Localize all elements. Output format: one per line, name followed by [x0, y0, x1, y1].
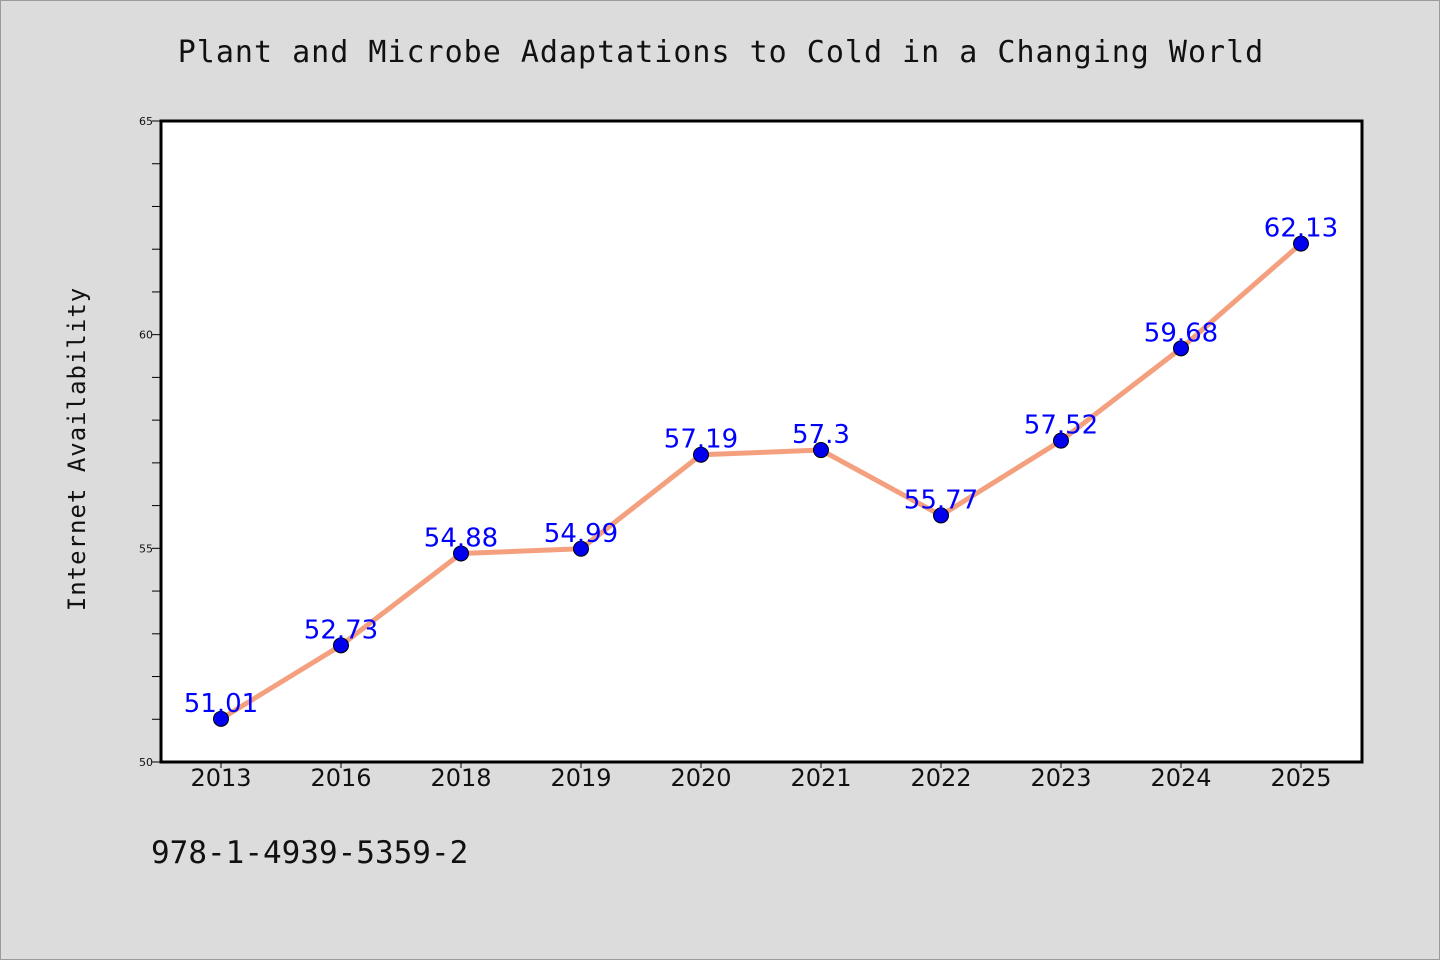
data-point: [333, 637, 349, 654]
x-tick-label: 2021: [790, 764, 851, 792]
data-point: [1293, 235, 1309, 252]
data-label: 54.88: [424, 523, 498, 553]
data-label: 62.13: [1264, 214, 1338, 244]
y-tick-label: 65: [139, 115, 153, 128]
plot-area: [159, 119, 1364, 764]
y-tick-label: 60: [139, 329, 153, 342]
x-tick-label: 2024: [1150, 764, 1211, 792]
data-point: [1173, 340, 1189, 357]
data-label: 55.77: [904, 485, 978, 515]
data-label: 57.3: [792, 420, 850, 450]
data-point: [213, 710, 229, 727]
y-tick-label: 50: [139, 756, 153, 769]
x-tick-label: 2016: [310, 764, 371, 792]
x-tick-label: 2013: [190, 764, 251, 792]
data-label: 54.99: [544, 519, 618, 549]
footer-code: 978-1-4939-5359-2: [151, 835, 469, 871]
x-tick-label: 2018: [430, 764, 491, 792]
chart-title: Plant and Microbe Adaptations to Cold in…: [177, 35, 1265, 70]
data-point: [933, 507, 949, 524]
data-label: 57.52: [1024, 411, 1098, 441]
data-point: [1053, 432, 1069, 449]
data-point: [693, 446, 709, 463]
data-label: 59.68: [1144, 318, 1218, 348]
x-tick-label: 2019: [550, 764, 611, 792]
data-point: [453, 545, 469, 562]
data-point: [813, 442, 829, 459]
data-label: 57.19: [664, 425, 738, 455]
data-point: [573, 540, 589, 557]
x-tick-label: 2023: [1030, 764, 1091, 792]
y-tick-label: 55: [139, 542, 153, 555]
series-line: [218, 241, 1304, 722]
data-label: 51.01: [184, 689, 258, 719]
data-label: 52.73: [304, 615, 378, 645]
x-tick-label: 2022: [910, 764, 971, 792]
x-tick-label: 2020: [670, 764, 731, 792]
x-tick-label: 2025: [1270, 764, 1331, 792]
